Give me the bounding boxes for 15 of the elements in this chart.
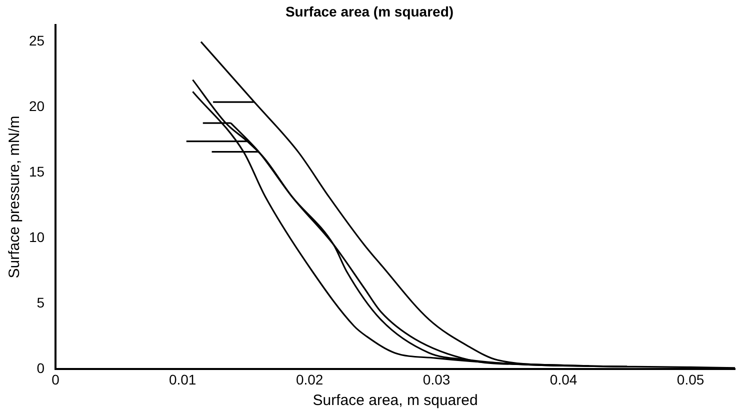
y-tick-label: 25	[28, 32, 45, 49]
chart-title: Surface area (m squared)	[285, 3, 454, 20]
y-tick-label: 15	[28, 164, 45, 180]
y-tick-label: 20	[28, 98, 45, 114]
y-tick-label: 10	[28, 229, 45, 246]
y-tick-label: 0	[36, 360, 45, 376]
y-axis-title: Surface pressure, mN/m	[6, 116, 24, 278]
x-tick-label: 0	[52, 371, 60, 388]
x-axis-title: Surface area, m squared	[312, 392, 478, 410]
y-tick-label: 5	[36, 294, 45, 311]
x-tick-label: 0.03	[422, 371, 450, 388]
x-tick-label: 0.05	[676, 371, 704, 388]
x-tick-label: 0.04	[550, 371, 578, 388]
x-tick-label: 0.01	[168, 371, 196, 388]
x-tick-label: 0.02	[296, 371, 324, 388]
